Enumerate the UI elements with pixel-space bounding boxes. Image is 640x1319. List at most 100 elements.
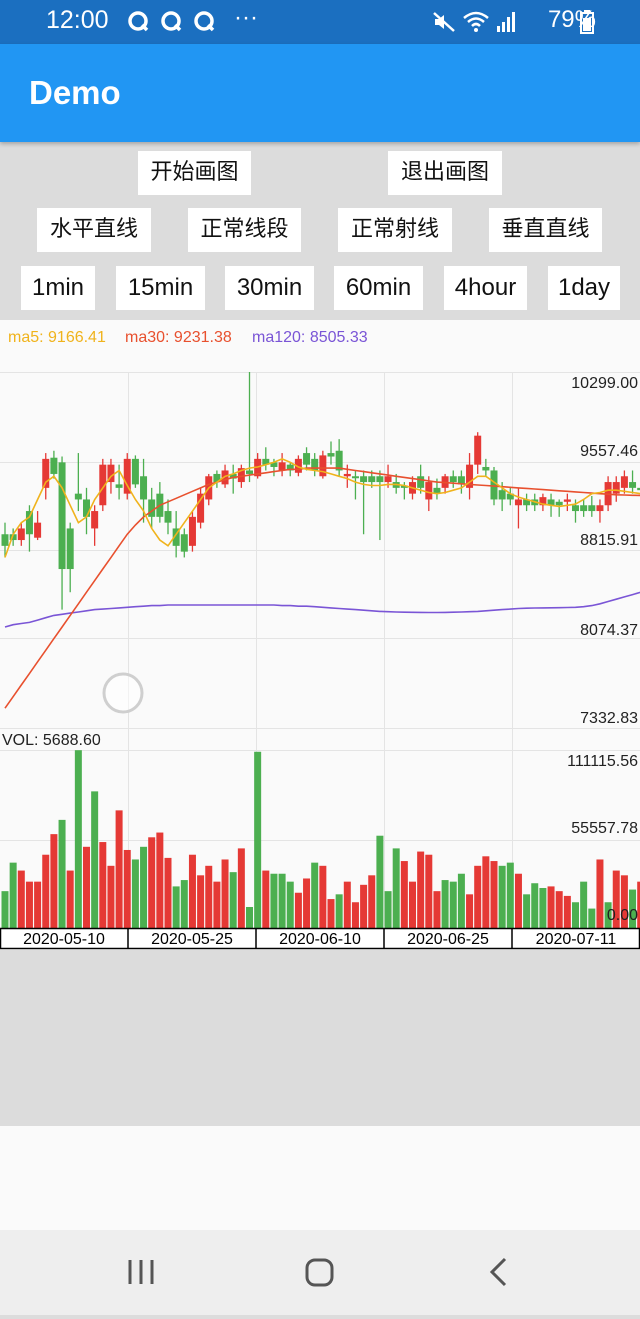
period-1min-button[interactable]: 1min (21, 266, 95, 310)
candle-body (613, 482, 620, 494)
kline-chart[interactable]: ma5: 9166.41 ma30: 9231.38 ma120: 8505.3… (0, 320, 640, 950)
volume-bar (588, 909, 595, 928)
volume-bar (116, 810, 123, 928)
period-1day-button[interactable]: 1day (548, 266, 620, 310)
period-60min-button[interactable]: 60min (334, 266, 423, 310)
candle-body (279, 462, 286, 470)
ma5-legend: ma5: 9166.41 (8, 329, 106, 346)
volume-bar (344, 882, 351, 928)
vertical-line-button[interactable]: 垂直直线 (489, 208, 602, 252)
volume-bar (59, 820, 66, 928)
volume-bar (287, 882, 294, 928)
volume-bar (67, 871, 74, 928)
volume-bar (246, 907, 253, 928)
candle-body (368, 476, 375, 482)
status-bar: 12:00 ··· 79% (0, 0, 640, 44)
volume-bar (26, 882, 33, 928)
candle-body (360, 476, 367, 482)
volume-bar (140, 847, 147, 928)
volume-bar (238, 848, 245, 928)
candle-body (580, 505, 587, 511)
volume-bar (442, 880, 449, 928)
start-drawing-button[interactable]: 开始画图 (138, 151, 251, 195)
volume-bar (222, 859, 229, 928)
candlesticks (2, 372, 640, 610)
date-label: 2020-05-10 (23, 931, 105, 948)
volume-bar (165, 858, 172, 928)
blank-panel (0, 1126, 640, 1230)
volume-bar (336, 894, 343, 928)
volume-tick-label: 0.00 (607, 907, 638, 924)
volume-bar (156, 833, 163, 928)
volume-bar (148, 837, 155, 928)
volume-bar (401, 861, 408, 928)
period-15min-button[interactable]: 15min (116, 266, 205, 310)
volume-bar (50, 834, 57, 928)
volume-bar (83, 847, 90, 928)
candle-body (417, 476, 424, 488)
ma120-legend: ma120: 8505.33 (252, 329, 368, 346)
ma120-line (5, 580, 640, 627)
date-label: 2020-06-25 (407, 931, 489, 948)
volume-bar (34, 882, 41, 928)
exit-drawing-button[interactable]: 退出画图 (388, 151, 502, 195)
candle-body (116, 484, 123, 487)
home-icon[interactable] (307, 1260, 332, 1285)
candle-body (588, 505, 595, 511)
volume-bar (197, 875, 204, 928)
volume-bar (409, 882, 416, 928)
volume-bar (75, 750, 82, 928)
back-icon[interactable] (492, 1259, 505, 1285)
candle-body (303, 453, 310, 465)
volume-bar (491, 861, 498, 928)
volume-bar (91, 791, 98, 928)
volume-bar (523, 894, 530, 928)
ray-line-button[interactable]: 正常射线 (338, 208, 452, 252)
price-tick-label: 8074.37 (580, 622, 638, 639)
volume-bar (99, 842, 106, 928)
volume-bar (213, 882, 220, 928)
period-30min-button[interactable]: 30min (225, 266, 314, 310)
volume-bar (376, 836, 383, 928)
line-segment-button[interactable]: 正常线段 (188, 208, 301, 252)
date-axis: 2020-05-10 2020-05-25 2020-06-10 2020-06… (1, 928, 640, 949)
candle-body (344, 474, 351, 476)
q-icon (196, 13, 213, 30)
price-tick-label: 9557.46 (580, 443, 638, 460)
volume-bar (425, 855, 432, 928)
candle-body (83, 499, 90, 516)
volume-bar (499, 866, 506, 928)
volume-bar (2, 891, 9, 928)
candle-body (18, 528, 25, 540)
q-icon (163, 13, 180, 30)
candle-body (67, 528, 74, 569)
app-bar: Demo (0, 44, 640, 142)
notification-icons (126, 8, 226, 40)
mute-icon (432, 10, 456, 38)
volume-label: VOL: 5688.60 (2, 732, 101, 749)
volume-bar (539, 888, 546, 928)
volume-bar (311, 863, 318, 928)
volume-bar (205, 866, 212, 928)
kline-chart-svg[interactable]: ma5: 9166.41 ma30: 9231.38 ma120: 8505.3… (0, 320, 640, 950)
volume-bar (531, 883, 538, 928)
candle-body (629, 482, 636, 488)
volume-bar (368, 875, 375, 928)
volume-bar (18, 871, 25, 928)
volume-bar (385, 891, 392, 928)
system-nav-bar (0, 1230, 640, 1315)
signal-icon (496, 10, 518, 38)
candle-body (328, 453, 335, 456)
volume-bar (328, 899, 335, 928)
candle-body (621, 476, 628, 488)
volume-bar (189, 855, 196, 928)
candle-body (352, 476, 359, 478)
recents-icon[interactable] (130, 1260, 152, 1284)
candle-body (91, 511, 98, 528)
volume-bar (360, 885, 367, 928)
volume-bar (262, 871, 269, 928)
period-4hour-button[interactable]: 4hour (444, 266, 527, 310)
volume-bar (352, 902, 359, 928)
horizontal-line-button[interactable]: 水平直线 (37, 208, 151, 252)
volume-bar (279, 874, 286, 928)
